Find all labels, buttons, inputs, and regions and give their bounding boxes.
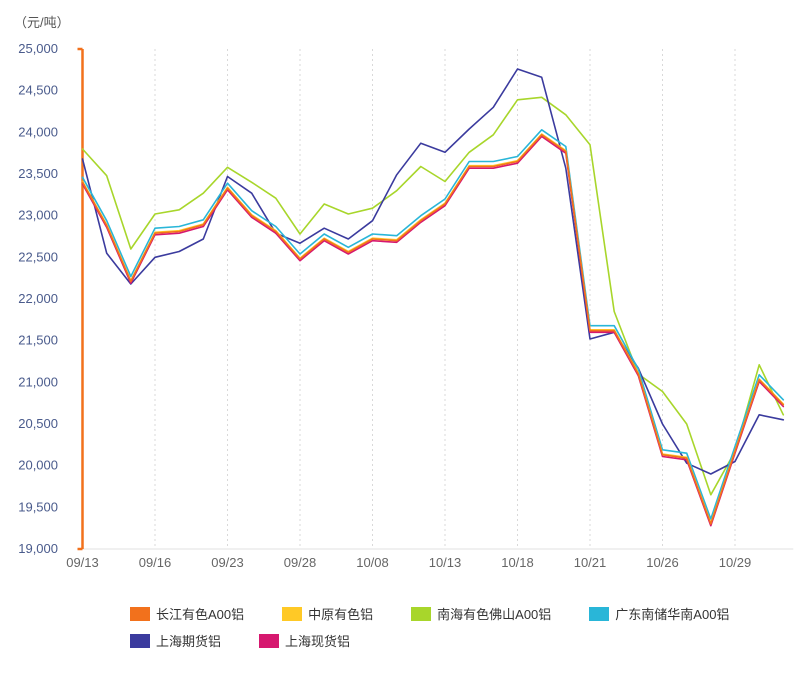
svg-text:10/18: 10/18	[501, 555, 534, 570]
svg-text:24,000: 24,000	[18, 124, 58, 139]
svg-text:10/26: 10/26	[646, 555, 679, 570]
svg-text:20,500: 20,500	[18, 416, 58, 431]
svg-text:21,500: 21,500	[18, 333, 58, 348]
svg-text:22,500: 22,500	[18, 249, 58, 264]
svg-text:24,500: 24,500	[18, 83, 58, 98]
svg-text:10/08: 10/08	[356, 555, 389, 570]
svg-text:09/23: 09/23	[211, 555, 244, 570]
svg-text:23,500: 23,500	[18, 166, 58, 181]
svg-text:09/13: 09/13	[66, 555, 99, 570]
svg-text:10/13: 10/13	[429, 555, 462, 570]
svg-text:22,000: 22,000	[18, 291, 58, 306]
svg-text:21,000: 21,000	[18, 374, 58, 389]
svg-text:19,000: 19,000	[18, 541, 58, 556]
svg-text:10/21: 10/21	[574, 555, 607, 570]
svg-text:09/16: 09/16	[139, 555, 172, 570]
svg-text:09/28: 09/28	[284, 555, 317, 570]
svg-text:10/29: 10/29	[719, 555, 752, 570]
svg-text:20,000: 20,000	[18, 458, 58, 473]
svg-text:19,500: 19,500	[18, 499, 58, 514]
svg-text:23,000: 23,000	[18, 208, 58, 223]
svg-text:25,000: 25,000	[18, 41, 58, 56]
